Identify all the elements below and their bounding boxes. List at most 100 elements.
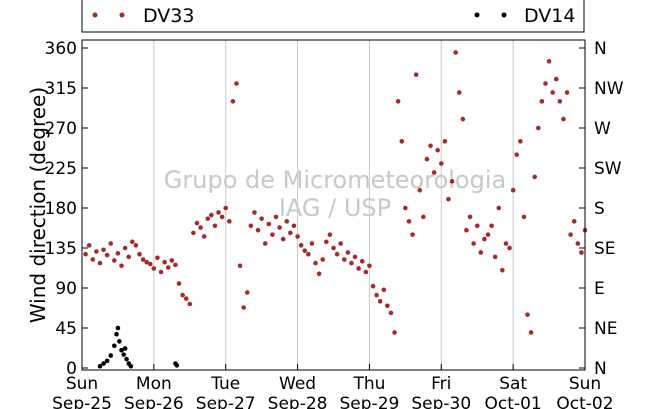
x-tick-label-date: Oct-01 (485, 394, 542, 409)
data-point-dv33 (169, 258, 175, 263)
watermark-line-2: IAG / USP (279, 194, 391, 222)
data-point-dv33 (410, 232, 415, 237)
plot-frame (81, 39, 586, 371)
data-point-dv33 (216, 210, 221, 215)
data-point-dv33 (158, 269, 164, 275)
data-point-dv33 (295, 234, 300, 239)
data-point-dv14 (104, 358, 110, 364)
x-tick-label-date: Sep-25 (52, 394, 112, 409)
data-point-dv14 (114, 331, 119, 337)
data-point-dv33 (338, 241, 343, 246)
data-point-dv33 (478, 250, 484, 255)
data-point-dv33 (399, 139, 405, 144)
data-point-dv33 (456, 90, 462, 95)
data-point-dv33 (464, 227, 469, 233)
data-point-dv33 (316, 271, 322, 277)
data-point-dv33 (363, 269, 369, 275)
data-point-dv33 (514, 152, 520, 157)
data-point-dv14 (97, 363, 103, 369)
data-point-dv33 (359, 259, 365, 264)
data-point-dv33 (482, 236, 487, 242)
data-point-dv33 (227, 219, 232, 224)
data-point-dv33 (223, 205, 229, 211)
data-point-dv33 (219, 214, 225, 220)
data-point-dv33 (209, 212, 214, 218)
data-point-dv33 (428, 143, 433, 149)
data-point-dv33 (528, 330, 534, 335)
data-point-dv14 (112, 343, 117, 349)
data-point-dv14 (124, 356, 129, 362)
data-point-dv33 (503, 241, 509, 246)
x-tick-label-date: Sep-27 (196, 394, 256, 409)
data-point-dv33 (237, 263, 243, 269)
data-point-dv33 (262, 241, 268, 246)
data-point-dv33 (453, 50, 458, 55)
data-point-dv14 (108, 353, 114, 358)
x-tick-label-date: Sep-26 (124, 394, 184, 409)
y-tick-label: 90 (55, 279, 77, 299)
data-point-dv33 (446, 196, 451, 202)
legend-label-dv14: DV14 (524, 5, 575, 27)
data-point-dv33 (474, 223, 480, 229)
data-point-dv33 (108, 241, 114, 246)
data-point-dv33 (492, 254, 498, 260)
legend-label-dv33: DV33 (143, 5, 194, 27)
data-point-dv33 (356, 266, 361, 271)
data-point-dv33 (413, 72, 419, 77)
y-tick-label: 45 (55, 319, 77, 339)
data-point-dv33 (241, 305, 246, 310)
data-point-dv14 (115, 325, 121, 331)
data-point-dv33 (510, 187, 516, 193)
legend-marker-dv14 (474, 12, 480, 18)
data-point-dv33 (266, 221, 272, 227)
data-point-dv33 (460, 116, 466, 122)
data-point-dv33 (147, 261, 153, 267)
data-point-dv33 (230, 99, 236, 104)
data-point-dv33 (395, 99, 401, 104)
data-point-dv33 (557, 99, 563, 104)
data-point-dv33 (546, 59, 552, 64)
data-point-dv33 (86, 243, 92, 248)
data-point-dv33 (101, 247, 106, 253)
data-point-dv33 (345, 250, 351, 255)
right-tick-label: NW (594, 79, 624, 99)
data-point-dv33 (406, 219, 412, 224)
legend-marker-dv14 (501, 12, 507, 18)
right-tick-label: N (594, 359, 607, 379)
data-point-dv33 (327, 232, 333, 237)
data-point-dv33 (119, 263, 124, 269)
data-point-dv33 (234, 81, 239, 86)
data-point-dv14 (174, 363, 180, 368)
x-tick-label-day: Sat (499, 374, 527, 394)
data-point-dv33 (122, 245, 128, 251)
right-tick-label: NE (594, 319, 617, 339)
legend-entry-dv14: DV14 (474, 5, 575, 27)
data-point-dv33 (507, 245, 512, 251)
data-point-dv33 (259, 216, 264, 221)
y-tick-label: 180 (45, 199, 77, 219)
legend-marker-dv33 (119, 12, 125, 18)
data-point-dv33 (162, 259, 167, 265)
data-point-dv33 (198, 225, 203, 230)
right-tick-label: S (594, 199, 605, 219)
data-point-dv33 (431, 170, 437, 175)
data-point-dv14 (128, 363, 134, 369)
data-point-dv33 (90, 257, 96, 262)
data-point-dv33 (525, 312, 530, 317)
x-tick-label-day: Tue (210, 374, 240, 394)
x-tick-label-date: Sep-28 (268, 394, 328, 409)
data-point-dv33 (277, 225, 282, 230)
data-point-dv33 (244, 290, 250, 295)
data-point-dv33 (252, 210, 257, 215)
data-point-dv33 (97, 260, 103, 266)
data-point-dv33 (500, 267, 505, 273)
data-point-dv33 (126, 254, 132, 260)
data-point-dv14 (101, 361, 106, 366)
data-point-dv33 (518, 139, 523, 144)
data-point-dv33 (270, 232, 275, 237)
data-point-dv33 (104, 252, 110, 258)
data-point-dv33 (130, 239, 135, 245)
data-point-dv33 (165, 265, 171, 270)
y-tick-label: 315 (45, 79, 77, 99)
